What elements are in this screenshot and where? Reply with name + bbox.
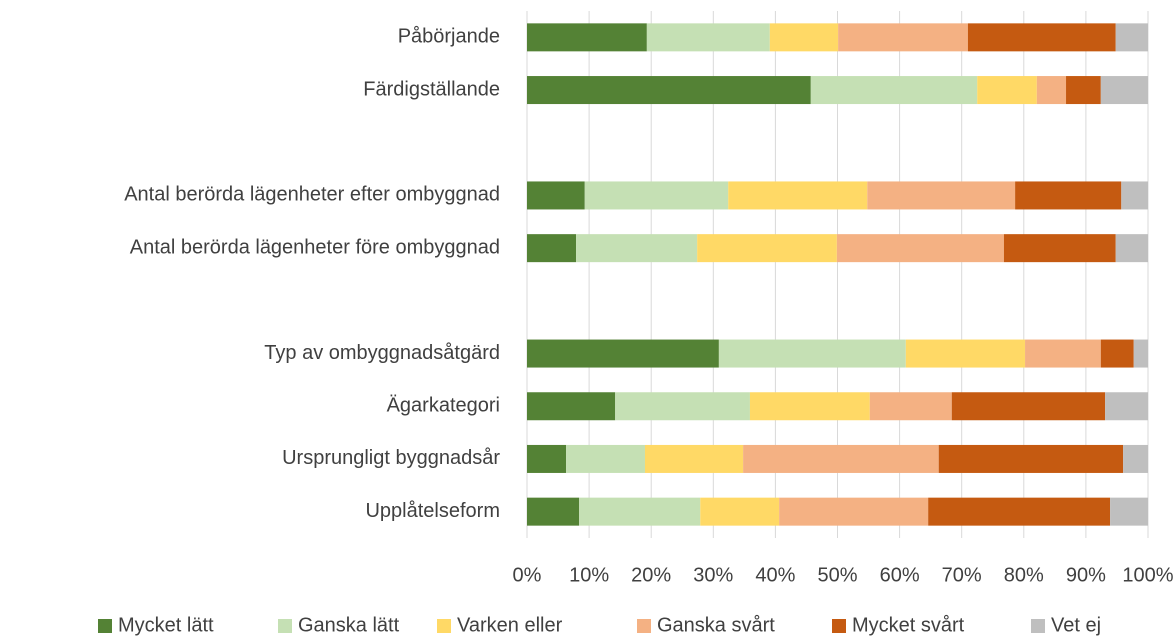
legend-label: Ganska svårt bbox=[657, 614, 775, 636]
bar-segment bbox=[779, 497, 929, 526]
x-tick-label: 90% bbox=[1066, 564, 1106, 586]
legend-swatch bbox=[98, 619, 112, 633]
bar-segment bbox=[869, 392, 952, 421]
bar-segment bbox=[769, 23, 839, 52]
legend-swatch bbox=[832, 619, 846, 633]
bar-segment bbox=[527, 181, 585, 210]
legend-label: Vet ej bbox=[1051, 614, 1101, 636]
bar-segment bbox=[1115, 234, 1148, 263]
bar-segment bbox=[579, 497, 701, 526]
bar-segment bbox=[838, 23, 968, 52]
legend-swatch bbox=[278, 619, 292, 633]
bar-segment bbox=[749, 392, 870, 421]
legend-label: Mycket svårt bbox=[852, 614, 965, 636]
bar-segment bbox=[527, 444, 567, 473]
legend-swatch bbox=[1031, 619, 1045, 633]
bar-segment bbox=[576, 234, 698, 263]
bar-segment bbox=[836, 234, 1004, 263]
y-tick-label: Ursprungligt byggnadsår bbox=[282, 447, 500, 469]
bar-segment bbox=[1025, 339, 1101, 368]
x-tick-label: 30% bbox=[693, 564, 733, 586]
x-tick-label: 80% bbox=[1004, 564, 1044, 586]
bar-segment bbox=[743, 444, 939, 473]
bar-segment bbox=[967, 23, 1116, 52]
bar-segment bbox=[867, 181, 1016, 210]
bar-segment bbox=[951, 392, 1106, 421]
bar-segment bbox=[1121, 181, 1148, 210]
bar-segment bbox=[527, 339, 719, 368]
x-tick-label: 70% bbox=[942, 564, 982, 586]
bar-segment bbox=[1115, 23, 1148, 52]
bar-segment bbox=[615, 392, 750, 421]
bar-segment bbox=[527, 234, 577, 263]
x-tick-label: 60% bbox=[880, 564, 920, 586]
legend-swatch bbox=[637, 619, 651, 633]
bar-segment bbox=[1110, 497, 1148, 526]
bar-segment bbox=[566, 444, 645, 473]
bar-segment bbox=[728, 181, 868, 210]
x-tick-label: 40% bbox=[755, 564, 795, 586]
x-tick-label: 50% bbox=[817, 564, 857, 586]
y-tick-label: Färdigställande bbox=[363, 78, 500, 100]
bar-segment bbox=[644, 444, 744, 473]
bar-segment bbox=[584, 181, 729, 210]
y-tick-label: Påbörjande bbox=[398, 26, 500, 48]
y-tick-label: Antal berörda lägenheter före ombyggnad bbox=[130, 236, 500, 258]
y-tick-label: Typ av ombyggnadsåtgärd bbox=[264, 342, 500, 364]
bar-segment bbox=[718, 339, 906, 368]
x-tick-label: 20% bbox=[631, 564, 671, 586]
bar-segment bbox=[646, 23, 770, 52]
bar-segment bbox=[527, 76, 811, 105]
x-tick-label: 0% bbox=[513, 564, 542, 586]
bar-segment bbox=[1100, 76, 1148, 105]
bar-segment bbox=[1036, 76, 1067, 105]
y-tick-label: Upplåtelseform bbox=[365, 500, 500, 522]
legend-label: Mycket lätt bbox=[118, 614, 214, 636]
bar-segment bbox=[810, 76, 978, 105]
bar-segment bbox=[697, 234, 837, 263]
bar-segment bbox=[1066, 76, 1101, 105]
bar-segment bbox=[928, 497, 1111, 526]
bar-segment bbox=[1015, 181, 1122, 210]
bar-segment bbox=[938, 444, 1124, 473]
y-tick-label: Antal berörda lägenheter efter ombyggnad bbox=[124, 184, 500, 206]
bar-segment bbox=[1105, 392, 1148, 421]
x-tick-label: 10% bbox=[569, 564, 609, 586]
y-tick-label: Ägarkategori bbox=[387, 395, 500, 417]
bar-segment bbox=[905, 339, 1026, 368]
bar-segment bbox=[527, 497, 580, 526]
bar-segment bbox=[1100, 339, 1134, 368]
bar-segment bbox=[527, 23, 647, 52]
bar-segment bbox=[527, 392, 616, 421]
bar-segment bbox=[1133, 339, 1148, 368]
legend-label: Ganska lätt bbox=[298, 614, 400, 636]
legend-swatch bbox=[437, 619, 451, 633]
bar-segment bbox=[1123, 444, 1148, 473]
bar-segment bbox=[1003, 234, 1116, 263]
bar-segment bbox=[977, 76, 1037, 105]
x-tick-label: 100% bbox=[1122, 564, 1173, 586]
legend-label: Varken eller bbox=[457, 614, 563, 636]
bar-segment bbox=[700, 497, 780, 526]
